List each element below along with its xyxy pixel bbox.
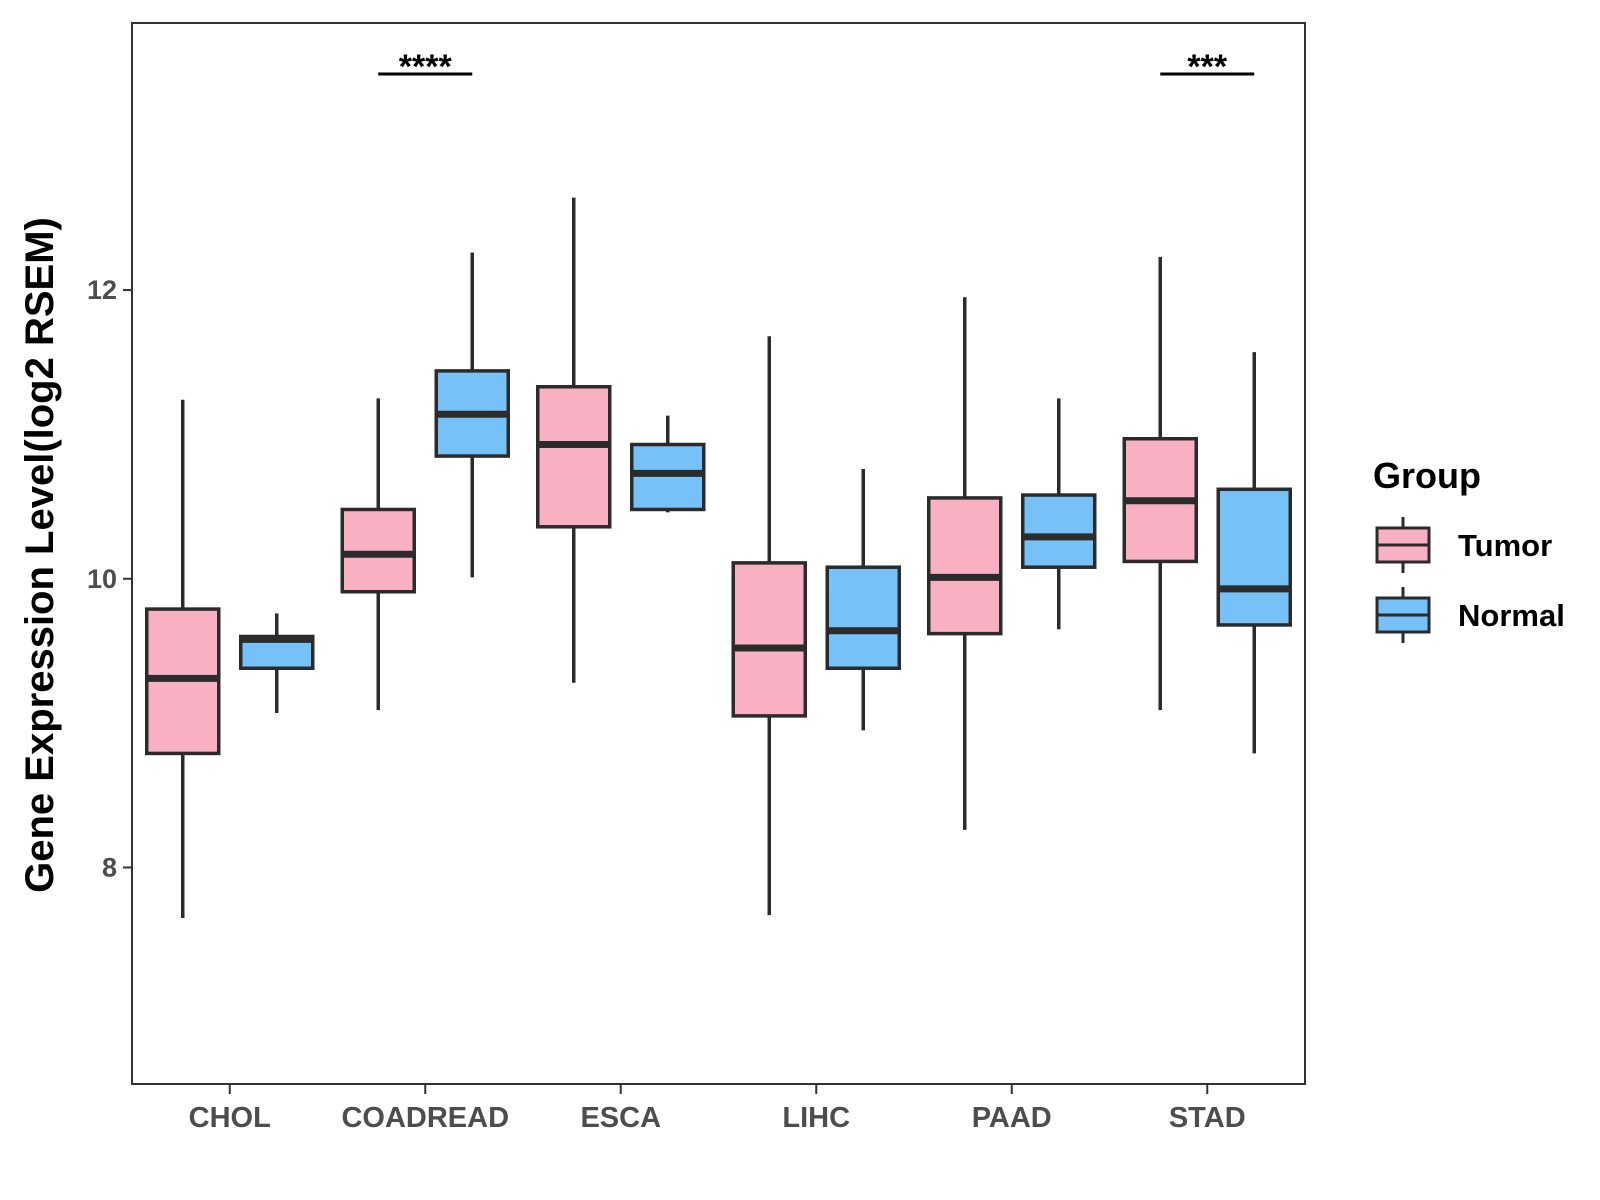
x-axis: CHOL COADREAD ESCA LIHC PAAD STAD bbox=[189, 1084, 1246, 1134]
box-iqr bbox=[1216, 487, 1292, 627]
legend-label: Tumor bbox=[1458, 528, 1552, 563]
significance-label: *** bbox=[1187, 48, 1227, 86]
box-tumor-paad bbox=[927, 297, 1003, 830]
legend: Group Tumor Normal bbox=[1373, 455, 1565, 643]
box-tumor-lihc bbox=[731, 336, 807, 916]
box-normal-chol bbox=[239, 613, 315, 714]
x-tick-label-esca: ESCA bbox=[580, 1102, 661, 1134]
plot-marks: **** *** bbox=[145, 48, 1292, 918]
significance-coadread: **** bbox=[378, 48, 473, 86]
y-tick-label: 8 bbox=[102, 852, 117, 882]
box-iqr bbox=[630, 442, 706, 512]
box-iqr bbox=[731, 561, 807, 718]
y-axis-title: Gene Expression Level(log2 RSEM) bbox=[18, 217, 62, 893]
box-normal-lihc bbox=[825, 469, 901, 731]
box-iqr bbox=[536, 385, 612, 529]
box-normal-coadread bbox=[434, 252, 510, 578]
legend-label: Normal bbox=[1458, 598, 1565, 633]
y-axis: 8 10 12 bbox=[87, 275, 132, 882]
x-tick-label-paad: PAAD bbox=[972, 1102, 1052, 1134]
plot-panel-border bbox=[131, 22, 1306, 1085]
box-iqr bbox=[1021, 493, 1097, 569]
significance-label: **** bbox=[399, 48, 453, 86]
box-tumor-stad bbox=[1122, 256, 1198, 711]
box-normal-stad bbox=[1216, 352, 1292, 754]
box-iqr bbox=[825, 565, 901, 671]
legend-item-tumor: Tumor bbox=[1375, 517, 1552, 573]
x-tick-label-lihc: LIHC bbox=[782, 1102, 850, 1134]
y-tick-label: 12 bbox=[87, 275, 117, 305]
box-normal-esca bbox=[630, 415, 706, 513]
box-tumor-chol bbox=[145, 399, 221, 918]
box-iqr bbox=[340, 507, 416, 594]
box-iqr bbox=[927, 496, 1003, 636]
x-tick-label-coadread: COADREAD bbox=[341, 1102, 509, 1134]
box-tumor-coadread bbox=[340, 398, 416, 711]
legend-item-normal: Normal bbox=[1375, 587, 1565, 643]
y-tick-label: 10 bbox=[87, 564, 117, 594]
box-tumor-esca bbox=[536, 197, 612, 683]
x-tick-label-stad: STAD bbox=[1169, 1102, 1246, 1134]
box-normal-paad bbox=[1021, 398, 1097, 630]
x-tick-label-chol: CHOL bbox=[189, 1102, 271, 1134]
legend-title: Group bbox=[1373, 455, 1481, 496]
significance-stad: *** bbox=[1160, 48, 1255, 86]
